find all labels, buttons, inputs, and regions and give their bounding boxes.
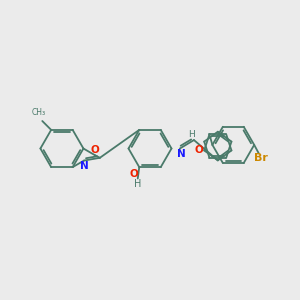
Text: Br: Br <box>254 153 268 163</box>
Text: N: N <box>80 160 89 171</box>
Text: H: H <box>188 130 195 140</box>
Text: O: O <box>130 169 138 179</box>
Text: N: N <box>177 148 185 159</box>
Text: H: H <box>134 179 141 189</box>
Text: O: O <box>195 146 203 155</box>
Text: O: O <box>91 145 100 155</box>
Text: CH₃: CH₃ <box>32 108 46 117</box>
